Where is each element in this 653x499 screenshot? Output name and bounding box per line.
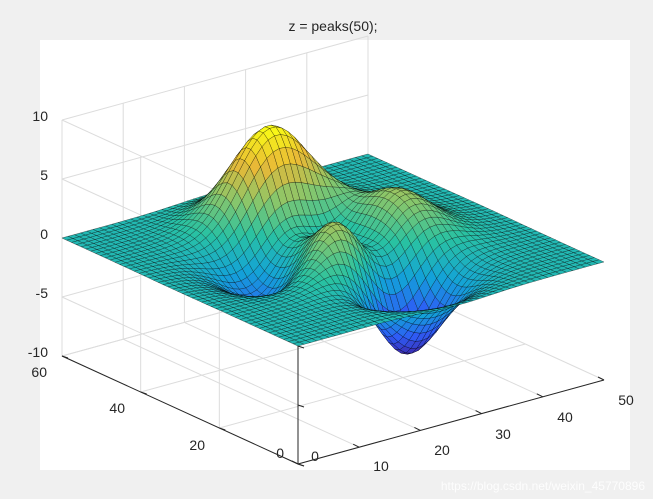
z-tick-label: 5 [40, 167, 48, 183]
y-tick-mark [140, 391, 147, 395]
back-wall-grid-line [61, 35, 369, 121]
z-tick-label: 0 [40, 226, 48, 242]
y-tick-mark [61, 355, 69, 359]
x-tick-label: 30 [495, 426, 511, 442]
z-axis-ticks: 10 5 0 -5 -10 [28, 108, 48, 360]
z-tick-label: -5 [36, 285, 49, 301]
z-tick-mark [297, 463, 305, 467]
floor-grid-line [184, 321, 421, 431]
z-tick-label: -10 [28, 344, 48, 360]
x-tick-mark [291, 460, 299, 465]
x-tick-label: 50 [618, 392, 634, 408]
floor-grid-line [122, 338, 360, 448]
z-tick-label: 10 [32, 108, 48, 124]
y-tick-label: 0 [276, 445, 284, 461]
x-tick-mark [597, 376, 605, 381]
surface-plot [61, 124, 605, 355]
y-tick-label: 20 [189, 437, 205, 453]
x-tick-label: 20 [434, 442, 450, 458]
x-tick-label: 10 [373, 458, 389, 474]
surface-face [592, 259, 605, 264]
x-tick-mark [475, 410, 482, 415]
y-tick-label: 40 [109, 400, 125, 416]
floor-grid-line [219, 343, 526, 429]
y-axis-ticks: 0 20 40 60 [31, 364, 284, 461]
x-axis-ticks: 0 10 20 30 40 50 [311, 392, 634, 474]
x-axis-line [297, 379, 605, 465]
x-tick-mark [536, 393, 544, 398]
chart-title: z = peaks(50); [288, 18, 377, 34]
z-tick-mark [297, 345, 305, 349]
y-tick-label: 60 [31, 364, 47, 380]
z-tick-mark [297, 404, 305, 408]
y-tick-mark [219, 427, 226, 431]
x-tick-mark [352, 443, 360, 448]
x-tick-label: 0 [311, 448, 319, 464]
watermark: https://blog.csdn.net/weixin_45770896 [441, 479, 645, 493]
back-wall-grid-line [61, 94, 369, 180]
x-tick-mark [414, 426, 421, 431]
y-axis-line [61, 355, 299, 465]
x-tick-label: 40 [557, 409, 573, 425]
side-wall-grid-line [61, 296, 299, 406]
